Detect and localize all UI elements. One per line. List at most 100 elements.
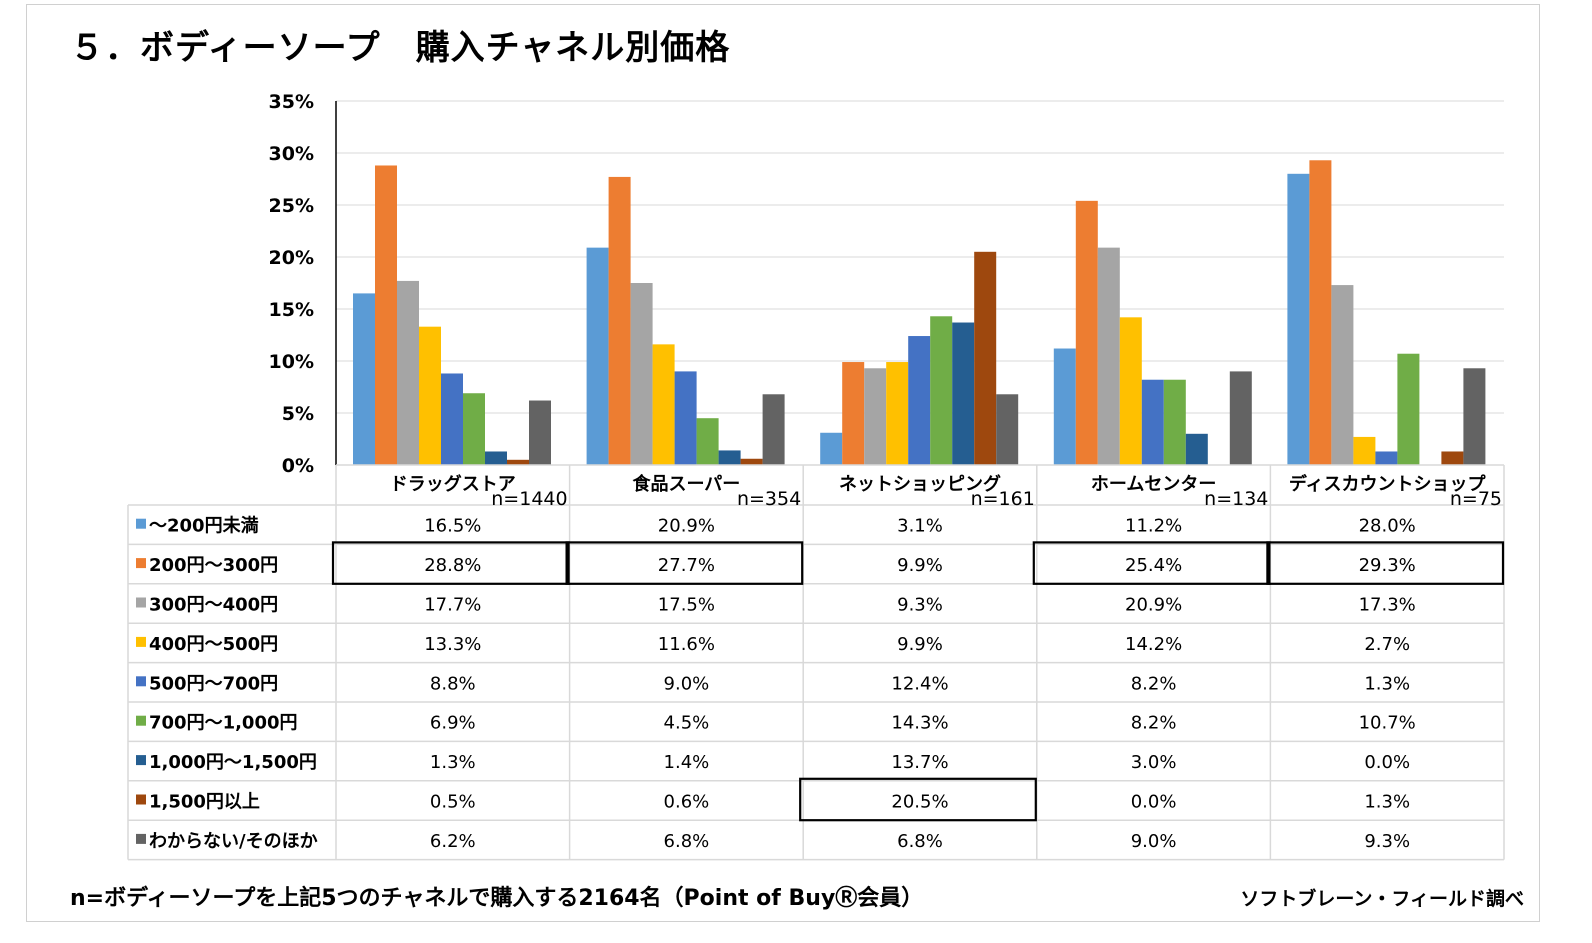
bar: [864, 368, 887, 465]
bar: [674, 371, 697, 465]
bar: [1119, 317, 1142, 465]
bar: [1229, 371, 1252, 465]
data-cell-value: 9.9%: [897, 634, 943, 655]
chart-title: ５．ボディーソープ 購入チャネル別価格: [70, 28, 731, 68]
bar: [507, 459, 529, 465]
data-cell-value: 3.1%: [897, 516, 943, 537]
bar: [842, 362, 865, 465]
bar: [952, 322, 975, 465]
legend-swatch: [136, 833, 146, 844]
bar: [1309, 160, 1332, 465]
bar: [1375, 451, 1398, 465]
data-cell-value: 28.0%: [1359, 516, 1416, 537]
data-cell-value: 11.2%: [1125, 516, 1182, 537]
bar: [974, 251, 997, 465]
legend-label: 500円～700円: [149, 673, 278, 694]
highlight-box: [799, 777, 1037, 822]
bar: [1163, 379, 1186, 465]
bar: [1397, 353, 1420, 465]
legend-swatch: [136, 755, 146, 766]
data-cell-value: 1.3%: [1364, 792, 1410, 813]
bar: [820, 432, 843, 465]
data-cell-value: 25.4%: [1125, 555, 1182, 576]
legend-swatch: [136, 518, 146, 529]
highlight-box: [1266, 541, 1505, 585]
sample-size-label: n=134: [1204, 488, 1268, 510]
bar: [441, 373, 463, 465]
legend-label: 1,500円以上: [149, 792, 260, 813]
legend-swatch: [136, 597, 146, 608]
legend-label: 700円～1,000円: [149, 713, 298, 734]
data-cell-value: 11.6%: [658, 634, 715, 655]
bar: [1075, 200, 1098, 465]
legend-swatch: [136, 676, 146, 687]
bar: [397, 280, 419, 465]
data-cell-value: 1.4%: [664, 752, 710, 773]
y-tick-label: 5%: [282, 403, 314, 425]
highlight-box: [1032, 541, 1271, 585]
legend-swatch: [136, 715, 146, 726]
bar: [353, 293, 375, 465]
data-cell-value: 14.2%: [1125, 634, 1182, 655]
bar: [930, 316, 953, 465]
data-cell-value: 0.5%: [430, 792, 476, 813]
bar: [586, 247, 609, 465]
data-cell-value: 6.8%: [897, 831, 943, 852]
data-cell-value: 10.7%: [1359, 713, 1416, 734]
y-tick-label: 35%: [269, 91, 314, 113]
bar: [1097, 247, 1120, 465]
source-credit: ソフトブレーン・フィールド調べ: [1240, 888, 1524, 910]
data-cell-value: 20.9%: [658, 516, 715, 537]
data-cell-value: 20.9%: [1125, 595, 1182, 616]
legend-swatch: [136, 794, 146, 805]
data-cell-value: 1.3%: [1364, 673, 1410, 694]
bar: [1353, 436, 1376, 465]
footnote: n=ボディーソープを上記5つのチャネルで購入する2164名（Point of B…: [70, 886, 924, 911]
data-cell-value: 27.7%: [658, 555, 715, 576]
category-label: ディスカウントショップ: [1289, 473, 1487, 495]
category-label: ドラッグストア: [390, 473, 516, 495]
data-cell-value: 9.9%: [897, 555, 943, 576]
data-cell-value: 8.2%: [1131, 713, 1177, 734]
data-cell-value: 0.0%: [1364, 752, 1410, 773]
data-cell-value: 14.3%: [891, 713, 948, 734]
bar: [718, 450, 741, 465]
bar: [485, 451, 507, 465]
legend-label: 300円～400円: [149, 595, 278, 616]
data-cell-value: 4.5%: [664, 713, 710, 734]
data-cell-value: 13.7%: [891, 752, 948, 773]
data-cell-value: 6.8%: [664, 831, 710, 852]
category-label: ホームセンター: [1091, 474, 1216, 495]
data-cell-value: 16.5%: [424, 516, 481, 537]
legend-label: わからない/そのほか: [149, 831, 318, 852]
legend-label: ～200円未満: [149, 515, 259, 537]
data-cell-value: 0.0%: [1131, 792, 1177, 813]
bar: [996, 394, 1019, 465]
bar: [886, 362, 909, 465]
highlight-box: [331, 541, 570, 585]
legend-swatch: [136, 558, 146, 569]
bar: [1185, 433, 1208, 465]
bar: [762, 394, 785, 465]
y-tick-label: 10%: [269, 351, 314, 373]
category-label: ネットショッピング: [839, 473, 1001, 495]
data-cell-value: 0.6%: [664, 792, 710, 813]
y-tick-label: 30%: [269, 143, 314, 165]
y-tick-label: 0%: [282, 455, 314, 477]
data-cell-value: 8.8%: [430, 673, 476, 694]
bar: [740, 458, 763, 465]
category-label: 食品スーパー: [631, 473, 740, 495]
sample-size-label: n=75: [1450, 488, 1502, 510]
data-cell-value: 2.7%: [1364, 634, 1410, 655]
data-cell-value: 9.0%: [1131, 831, 1177, 852]
bar: [908, 336, 931, 465]
data-cell-value: 8.2%: [1131, 673, 1177, 694]
bar: [696, 418, 719, 465]
bar: [1441, 451, 1464, 465]
y-tick-label: 25%: [269, 195, 314, 217]
data-cell-value: 9.0%: [664, 673, 710, 694]
data-cell-value: 17.3%: [1359, 595, 1416, 616]
bar: [419, 326, 441, 465]
data-cell-value: 6.9%: [430, 713, 476, 734]
